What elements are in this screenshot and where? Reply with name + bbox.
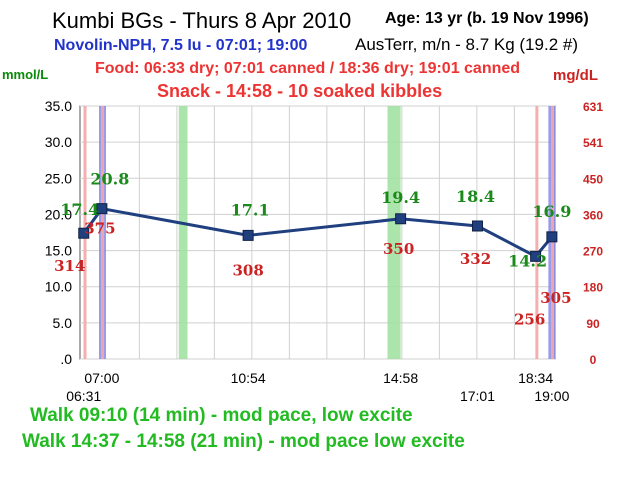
y-tick-label-right: 631 [583, 100, 603, 114]
snack-info: Snack - 14:58 - 10 soaked kibbles [157, 81, 443, 101]
food-band [535, 106, 539, 359]
y-axis-right-label: mg/dL [553, 67, 598, 84]
data-label-mgdl: 350 [383, 240, 414, 258]
data-label-mgdl: 314 [54, 257, 85, 275]
data-label-mgdl: 375 [84, 220, 115, 238]
walk-band [178, 106, 188, 359]
x-tick-label: 17:01 [460, 388, 495, 404]
data-label-mmol: 16.9 [532, 202, 571, 221]
x-tick-label: 18:34 [518, 370, 553, 386]
data-label-mmol: 17.4 [60, 200, 99, 219]
y-tick-label-left: 30.0 [45, 134, 72, 150]
data-label-mmol: 19.4 [381, 188, 420, 207]
x-tick-label: 14:58 [383, 370, 418, 386]
y-tick-label-left: 35.0 [45, 98, 72, 114]
data-label-mgdl: 305 [540, 289, 571, 307]
data-label-mgdl: 308 [232, 261, 263, 279]
y-tick-label-left: 5.0 [53, 315, 73, 331]
y-tick-label-right: 180 [583, 281, 603, 295]
walk-note-1: Walk 09:10 (14 min) - mod pace, low exci… [30, 405, 413, 426]
y-tick-label-left: .0 [60, 351, 72, 367]
bg-data-point [78, 227, 90, 239]
y-tick-label-left: 10.0 [45, 279, 72, 295]
x-tick-label: 07:00 [84, 370, 119, 386]
walk-note-2: Walk 14:37 - 14:58 (21 min) - mod pace l… [22, 431, 465, 452]
y-tick-label-left: 25.0 [45, 170, 72, 186]
data-label-mmol: 14.2 [508, 251, 547, 270]
y-tick-label-left: 20.0 [45, 206, 72, 222]
y-axis-left-label: mmol/L [2, 67, 49, 82]
bg-data-point [96, 203, 108, 215]
y-tick-label-right: 0 [590, 353, 597, 367]
bg-data-point [242, 229, 254, 241]
y-tick-label-right: 541 [583, 136, 603, 150]
x-tick-label: 06:31 [66, 388, 101, 404]
y-tick-label-right: 450 [583, 172, 603, 186]
chart-title: Kumbi BGs - Thurs 8 Apr 2010 [52, 8, 352, 33]
bg-data-point [395, 213, 407, 225]
plot-area [79, 105, 556, 360]
food-info: Food: 06:33 dry; 07:01 canned / 18:36 dr… [95, 60, 521, 77]
insulin-info: Novolin-NPH, 7.5 Iu - 07:01; 19:00 [54, 37, 308, 54]
y-tick-label-left: 15.0 [45, 243, 72, 259]
y-tick-label-right: 270 [583, 245, 603, 259]
x-tick-label: 19:00 [534, 388, 569, 404]
y-tick-label-right: 90 [586, 317, 600, 331]
data-label-mmol: 18.4 [456, 187, 495, 206]
data-label-mgdl: 332 [460, 250, 491, 268]
y-tick-label-right: 360 [583, 208, 603, 222]
walk-band [387, 106, 401, 359]
data-label-mmol: 20.8 [90, 170, 129, 189]
data-label-mgdl: 256 [514, 310, 545, 328]
age-info: Age: 13 yr (b. 19 Nov 1996) [385, 10, 589, 27]
food-band [101, 106, 104, 359]
x-tick-label: 10:54 [231, 370, 266, 386]
bg-data-point [530, 250, 542, 262]
data-label-mmol: 17.1 [231, 200, 270, 219]
bg-data-point [546, 231, 558, 243]
bg-data-point [472, 220, 483, 232]
weight-info: AusTerr, m/n - 8.7 Kg (19.2 #) [355, 35, 578, 54]
